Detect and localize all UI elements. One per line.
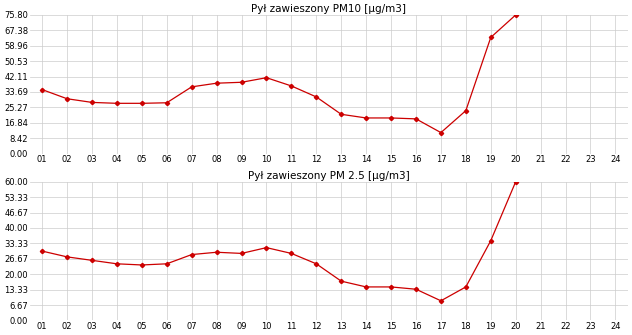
Title: Pył zawieszony PM 2.5 [μg/m3]: Pył zawieszony PM 2.5 [μg/m3] <box>248 171 410 181</box>
Title: Pył zawieszony PM10 [μg/m3]: Pył zawieszony PM10 [μg/m3] <box>252 4 406 14</box>
